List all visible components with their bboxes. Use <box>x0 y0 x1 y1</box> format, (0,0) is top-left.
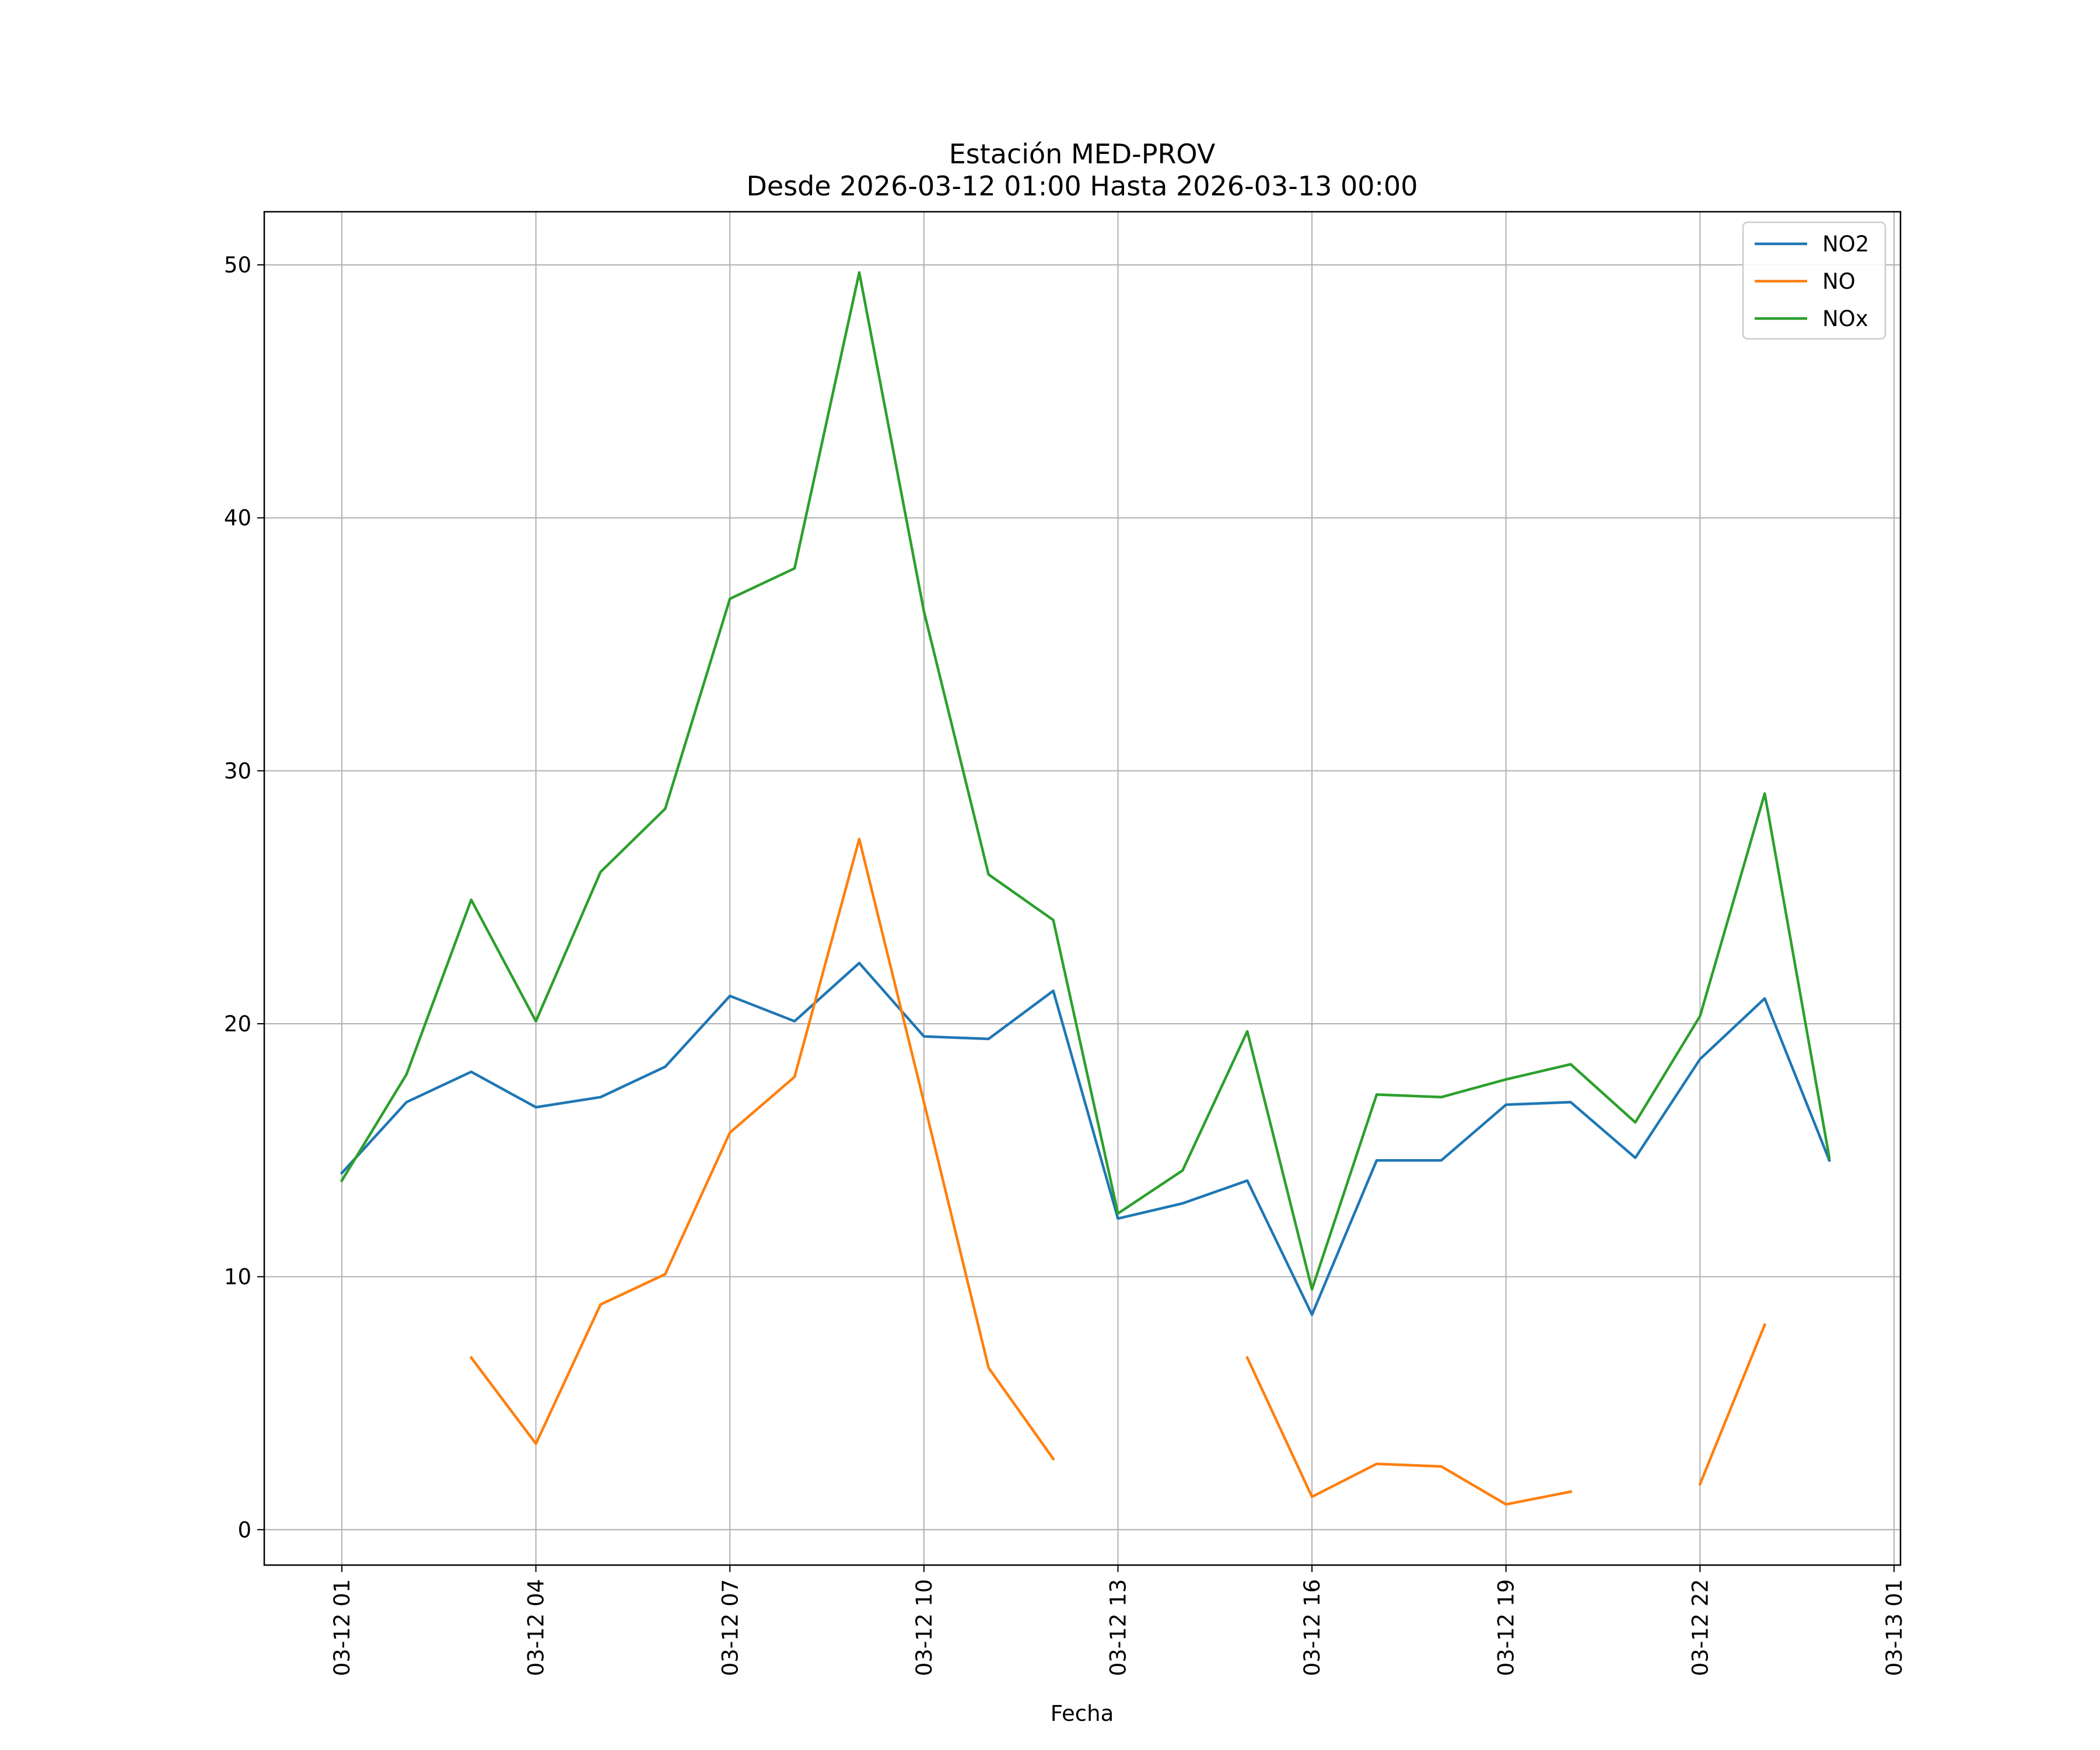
y-tick-label: 10 <box>224 1265 251 1290</box>
y-tick-label: 0 <box>237 1517 251 1542</box>
legend-box <box>1742 221 1887 340</box>
series-nox <box>340 271 1831 1291</box>
plot-frame <box>263 211 1902 1566</box>
series-line-no <box>469 838 1055 1461</box>
axis-layer: 03-12 01 03-12 04 03-12 07 03-12 10 03-12 13… <box>224 253 1907 1676</box>
series-no <box>469 838 1767 1506</box>
grid-layer <box>264 212 1901 1565</box>
legend-label-nox: NOx <box>1822 306 1868 331</box>
x-tick-label: 03-12 16 <box>1300 1579 1325 1676</box>
legend-label-no: NO <box>1822 269 1856 294</box>
series-layer <box>340 271 1831 1506</box>
series-line-nox <box>340 271 1831 1291</box>
series-line-no <box>1245 1356 1573 1506</box>
y-tick-label: 20 <box>224 1012 251 1037</box>
series-line-no2 <box>340 961 1831 1316</box>
series-no2 <box>340 961 1831 1316</box>
series-line-no <box>1698 1323 1767 1486</box>
legend-label-no2: NO2 <box>1822 232 1869 257</box>
chart-title: Estación MED-PROV <box>949 138 1216 170</box>
x-tick-label: 03-12 04 <box>524 1579 549 1676</box>
x-tick-label: 03-12 10 <box>912 1579 937 1676</box>
y-tick-label: 30 <box>224 758 251 783</box>
x-tick-label: 03-12 22 <box>1688 1579 1713 1676</box>
x-tick-label: 03-12 01 <box>330 1579 355 1676</box>
x-tick-label: 03-12 13 <box>1105 1579 1130 1676</box>
legend: NO2 NO NOx <box>1742 221 1887 340</box>
chart-subtitle: Desde 2026-03-12 01:00 Hasta 2026-03-13 … <box>746 170 1418 202</box>
x-tick-label: 03-12 07 <box>718 1579 743 1676</box>
x-axis-label: Fecha <box>1051 1701 1114 1726</box>
y-tick-label: 40 <box>224 506 251 531</box>
x-tick-label: 03-13 01 <box>1882 1579 1907 1676</box>
x-tick-label: 03-12 19 <box>1494 1579 1519 1676</box>
y-tick-label: 50 <box>224 253 251 278</box>
